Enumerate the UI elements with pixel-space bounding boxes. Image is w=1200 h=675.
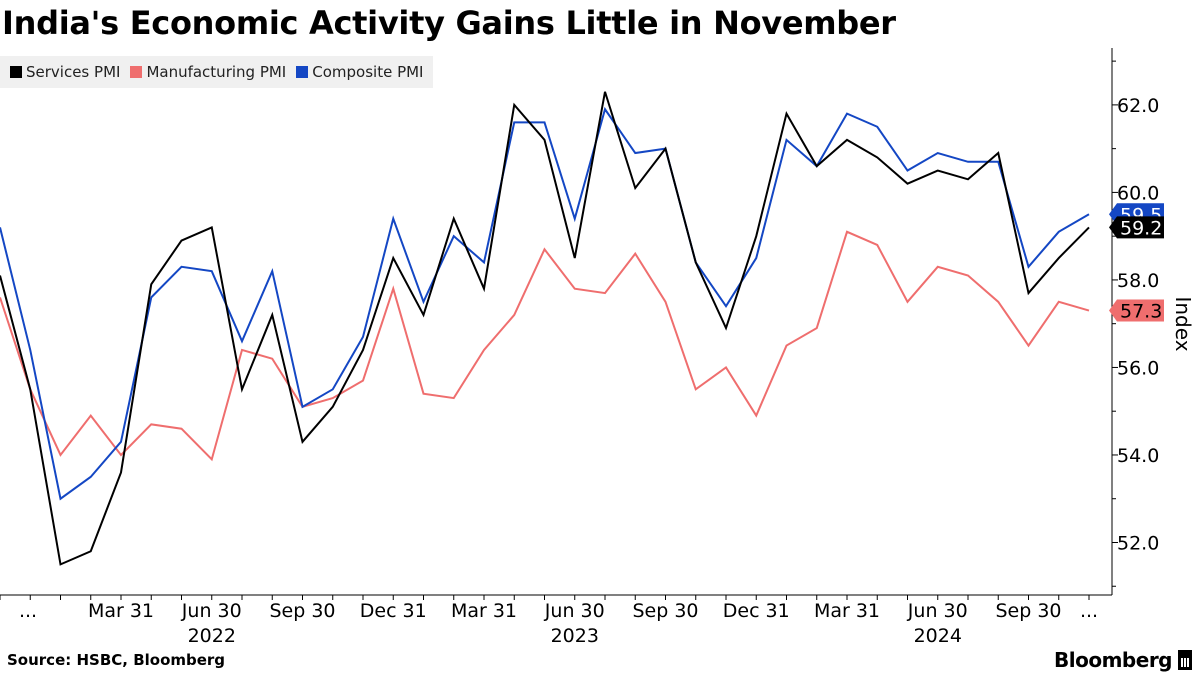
x-tick-label: Dec 31 (360, 600, 427, 622)
end-label-value: 57.3 (1120, 301, 1162, 323)
legend-item-composite: Composite PMI (296, 63, 423, 81)
x-tick-label: Mar 31 (814, 600, 880, 622)
end-label-services-pmi: 59.2 (1109, 216, 1164, 239)
y-tick-label: 60.0 (1117, 182, 1159, 204)
chart-end-labels: 59.559.257.3 (1109, 203, 1164, 323)
series-line-manufacturing-pmi (0, 230, 1090, 462)
legend-swatch-composite (296, 66, 309, 78)
y-tick-label: 58.0 (1117, 270, 1159, 292)
bloomberg-terminal-icon (1178, 650, 1192, 670)
y-tick-label: 52.0 (1117, 532, 1159, 554)
x-tick-label: Jun 30 (907, 600, 968, 622)
legend-swatch-manufacturing (130, 66, 143, 78)
x-year-label: 2022 (188, 625, 236, 647)
y-tick-label: 56.0 (1117, 357, 1159, 379)
brand-wordmark: Bloomberg (1054, 648, 1172, 672)
legend-item-services: Services PMI (10, 63, 120, 81)
x-tick-label: Sep 30 (995, 600, 1061, 622)
end-label-manufacturing-pmi: 57.3 (1109, 299, 1164, 323)
x-year-label: 2024 (914, 625, 962, 647)
end-label-value: 59.2 (1120, 217, 1162, 239)
series-line-composite-pmi (0, 106, 1090, 501)
legend-label-services: Services PMI (26, 63, 121, 81)
x-tick-label: Mar 31 (88, 600, 154, 622)
legend-label-composite: Composite PMI (312, 63, 424, 81)
bloomberg-logo: Bloomberg (1054, 648, 1192, 672)
x-year-label: 2023 (551, 625, 599, 647)
series-line-services-pmi (0, 91, 1090, 566)
source-note: Source: HSBC, Bloomberg (7, 651, 226, 669)
x-tick-label: ... (1080, 600, 1098, 622)
chart-series (0, 91, 1090, 566)
legend-item-manufacturing: Manufacturing PMI (130, 63, 286, 81)
x-tick-label: Jun 30 (181, 600, 242, 622)
y-axis-label: Index (1171, 296, 1195, 351)
end-label-tag (1109, 216, 1164, 239)
x-tick-label: ... (19, 600, 37, 622)
chart-legend: Services PMI Manufacturing PMI Composite… (0, 56, 434, 88)
end-label-tag (1109, 299, 1164, 322)
legend-label-manufacturing: Manufacturing PMI (146, 63, 287, 81)
x-tick-label: Jun 30 (544, 600, 605, 622)
x-tick-label: Sep 30 (632, 600, 698, 622)
x-tick-label: Mar 31 (451, 600, 517, 622)
chart-axes: 52.0 54.0 56.0 58.0 60.0 62.0... Mar 31 Jun 30 S… (0, 48, 1159, 647)
y-tick-label: 54.0 (1117, 445, 1159, 467)
y-tick-label: 62.0 (1117, 95, 1159, 117)
x-tick-label: Dec 31 (723, 600, 790, 622)
chart-title: India's Economic Activity Gains Little i… (2, 4, 896, 42)
legend-swatch-services (10, 66, 22, 78)
x-tick-label: Sep 30 (269, 600, 335, 622)
